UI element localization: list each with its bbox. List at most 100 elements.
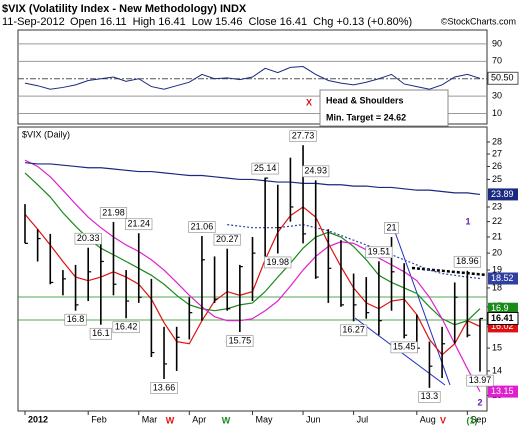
chart-title: $VIX (Volatility Index - New Methodology…	[2, 3, 247, 15]
y-tick-label: 14	[492, 365, 502, 375]
last-value-label: 23.89	[491, 189, 514, 199]
data-label-box	[251, 162, 279, 175]
data-label: 18.96	[456, 256, 479, 266]
data-label: 20.33	[77, 233, 100, 243]
data-label: 15.75	[229, 335, 252, 345]
last-value-label: 16.02	[491, 321, 514, 331]
data-label: 24.93	[304, 166, 327, 176]
quote-value: 15.46	[215, 16, 243, 28]
y-tick-label: 27	[492, 148, 502, 158]
y-tick-label: 21	[492, 231, 502, 241]
data-label-box	[264, 256, 292, 269]
close-label: 16.41	[491, 313, 514, 323]
data-label: 21	[387, 222, 397, 232]
neckline	[411, 266, 488, 277]
data-label: 21.24	[127, 219, 150, 229]
last-value-label: 16.9	[491, 303, 509, 313]
data-label-box	[150, 382, 178, 394]
data-label: 19.51	[368, 247, 391, 257]
data-label-box	[89, 327, 112, 340]
last-value-box	[488, 302, 518, 315]
rsi-last-box	[487, 71, 519, 85]
annotation-box	[319, 89, 449, 127]
quote-value: 16.41	[280, 16, 308, 28]
y-tick-label: 18	[492, 282, 502, 292]
date: 11-Sep-2012	[2, 16, 65, 28]
data-label-box	[365, 246, 393, 259]
data-label: 13.66	[153, 382, 176, 392]
moving-average	[227, 224, 481, 280]
data-label: 13.3	[421, 391, 439, 401]
data-label-box	[289, 130, 317, 142]
annotation-x: X	[306, 97, 312, 107]
data-label-box	[74, 232, 102, 245]
last-value-box	[488, 385, 518, 398]
data-label: 27.73	[292, 131, 315, 141]
rsi-last-label: 50.50	[491, 73, 514, 83]
y-tick-label: 22	[492, 216, 502, 226]
quote-label: Open	[70, 16, 97, 28]
wave-label: W	[222, 415, 231, 425]
y-tick-label: 19	[492, 264, 502, 274]
quote-value: +0.13 (+0.80%)	[336, 16, 412, 28]
rsi-tick-label: 70	[492, 56, 502, 66]
data-label: 21.98	[102, 207, 125, 217]
trend-line	[394, 231, 451, 386]
data-label-box	[226, 335, 254, 347]
rsi-line	[24, 66, 481, 90]
data-label: 16.1	[92, 328, 110, 338]
data-label-box	[64, 313, 87, 326]
data-label: 25.14	[254, 163, 277, 173]
x-tick-label: Apr	[192, 414, 206, 424]
data-label: 16.8	[67, 314, 85, 324]
x-tick-label: Jun	[306, 414, 321, 424]
wave-label: V	[440, 415, 446, 425]
x-tick-label: Jul	[357, 414, 369, 424]
last-value-box	[488, 272, 518, 285]
quote-value: 16.41	[158, 16, 186, 28]
credit: ©StockCharts.com	[441, 16, 516, 26]
data-label-box	[188, 221, 216, 233]
y-tick-label: 28	[492, 136, 502, 146]
data-label: 21.06	[191, 221, 214, 231]
data-label: 19.98	[267, 257, 290, 267]
moving-average	[24, 162, 481, 196]
data-label: 20.27	[216, 234, 239, 244]
data-label-box	[99, 207, 128, 219]
data-label-box	[384, 222, 399, 234]
data-label-box	[125, 218, 153, 231]
y-tick-label: 25	[492, 174, 502, 184]
data-label-box	[418, 391, 441, 403]
data-label-box	[213, 233, 241, 246]
last-value-label: 18.52	[491, 273, 514, 283]
wave-label: 2	[477, 397, 482, 407]
y-tick-label: 15	[492, 343, 502, 353]
annotation-pattern: Head & Shoulders	[326, 95, 404, 105]
quote-value: 16.11	[100, 16, 127, 28]
data-label-box	[340, 324, 368, 337]
rsi-tick-label: 90	[492, 38, 502, 48]
wave-label: 1	[465, 216, 470, 226]
data-label: 13.97	[469, 375, 492, 385]
data-label: 16.27	[342, 325, 365, 335]
x-tick-label: Aug	[420, 414, 436, 424]
quote-label: High	[133, 16, 156, 28]
wave-label: W	[166, 415, 175, 425]
data-label-box	[112, 321, 140, 334]
data-label: 16.42	[115, 322, 138, 332]
x-tick-label: Mar	[142, 414, 158, 424]
data-label-box	[466, 374, 494, 387]
panel-label: $VIX (Daily)	[22, 129, 70, 139]
quote-label: Close	[249, 16, 277, 28]
quote-label: Low	[192, 16, 212, 28]
data-label-box	[453, 255, 481, 268]
data-label-box	[302, 165, 330, 178]
y-tick-label: 26	[492, 161, 502, 171]
wave-label: (1)	[467, 415, 478, 425]
x-tick-label: May	[256, 414, 274, 424]
last-value-box	[488, 188, 518, 201]
annotation-target: Min. Target = 24.62	[326, 112, 406, 122]
close-box	[487, 311, 519, 325]
x-tick-label: 2012	[28, 414, 48, 424]
